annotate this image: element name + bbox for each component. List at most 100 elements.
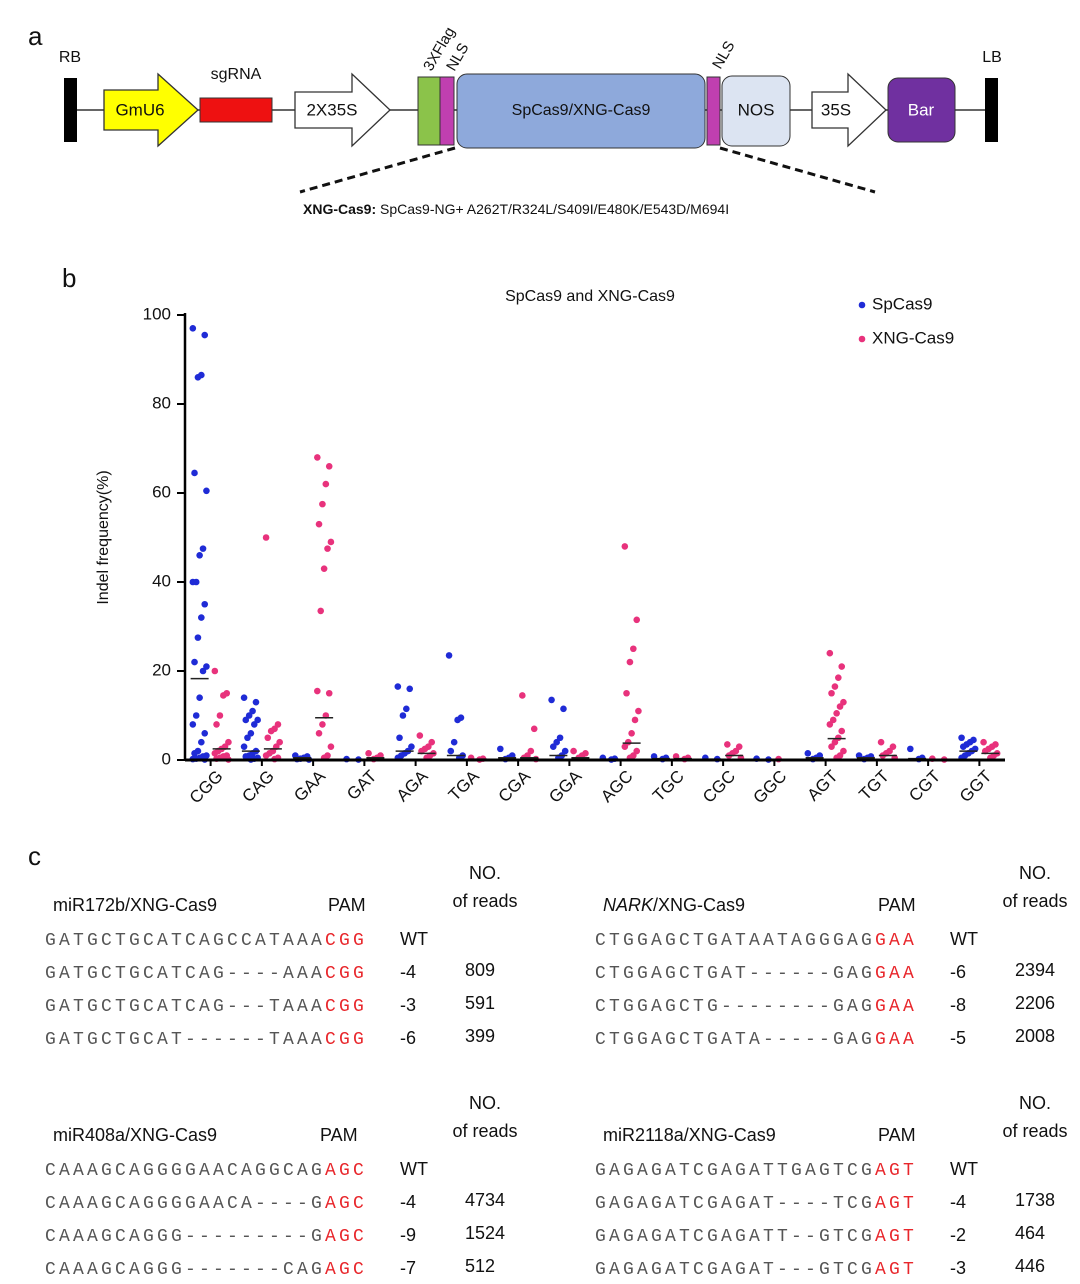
data-point [396,734,403,742]
data-point [201,600,209,608]
sequence: CAAAGCAGGGGAACA----GAGC [45,1194,367,1214]
indel-label: -6 [400,1028,416,1048]
data-point [454,716,461,724]
read-count: 1524 [465,1223,505,1243]
nls-box [439,76,455,146]
pam: AGT [875,1227,917,1247]
indel-label: -4 [950,1192,966,1212]
chart: b SpCas9 and XNG-Cas9 Indel frequency(%) 0 2… [62,263,1005,807]
data-point [556,734,564,742]
sequence-body: GAGAGATCGAGAT----TCG [595,1194,875,1214]
x-tick-label: GAT [343,767,380,804]
sequence-body: CTGGAGCTG--------GAG [595,997,875,1017]
data-point [628,730,635,737]
indel-label: -5 [950,1028,966,1048]
data-point [408,743,415,750]
sequence: GAGAGATCGAGATT--GTCGAGT [595,1227,917,1247]
gmu6-arrow [103,72,199,148]
x-tick-label: AGC [597,767,636,806]
data-point [561,747,569,755]
data-point [840,747,847,755]
y-tick-label: 20 [152,660,171,679]
data-point [319,721,326,728]
indel-label: -4 [400,962,416,982]
data-point [836,703,844,710]
y-tick-label: 60 [152,482,171,501]
x-tick-label: TGT [855,767,892,804]
data-point [194,374,202,381]
data-point [262,534,270,541]
data-point [189,721,197,728]
data-point [548,696,555,704]
data-point [958,734,965,742]
sequence-body: CTGGAGCTGAT------GAG [595,964,875,984]
data-point [203,487,210,495]
data-point [325,689,333,697]
reads-header: NO. [469,1093,501,1113]
read-count: 591 [465,993,495,1013]
pam: GAA [875,1030,917,1050]
zoom-line [299,146,456,194]
indel-label: -3 [950,1258,966,1278]
data-point [240,743,248,750]
pam: AGC [325,1227,367,1247]
data-point [549,743,557,750]
pam: GAA [875,931,917,951]
data-point [394,683,402,690]
pam: AGC [325,1194,367,1214]
promoter-label: 2X35S [306,100,357,119]
gmu6-label: GmU6 [115,100,164,119]
sequence: GATGCTGCATCAGCCATAAACGG [45,931,367,951]
title-text: miR408a/XNG-Cas9 [53,1125,217,1145]
data-point [322,480,330,488]
data-point [198,614,205,621]
data-point [203,663,210,670]
data-point [365,750,372,757]
sequence-tables: c miR172b/XNG-Cas9 PAM NO. of reads GATGCTGCA… [28,841,1068,1280]
data-point [530,725,538,733]
data-point [327,743,335,750]
x-tick-label: GGT [956,767,995,806]
pam: GAA [875,964,917,984]
data-point [192,712,200,719]
rb-border [64,78,77,142]
nos-box [721,75,791,147]
sequence-body: GATGCTGCATCAG----AAA [45,964,325,984]
title-text: /XNG-Cas9 [653,895,745,915]
data-point [838,727,846,735]
x-tick-label: GAA [290,766,329,805]
pam: CGG [325,964,367,984]
data-point [497,745,504,753]
data-point [201,730,209,737]
sequence-body: CAAAGCAGGGGAACA----G [45,1194,325,1214]
data-point [633,616,641,624]
sequence-body: CTGGAGCTGATAATAGGGAG [595,931,875,951]
read-count: 512 [465,1256,495,1276]
sequence-body: GATGCTGCAT------TAAA [45,1030,325,1050]
data-point [829,716,837,724]
data-point [428,738,436,746]
indel-label: -3 [400,995,416,1015]
data-point [315,730,323,737]
data-point [220,692,227,699]
pam-header: PAM [878,895,916,915]
y-tick-label: 40 [152,571,171,590]
sequence: CTGGAGCTGAT------GAGGAA [595,964,917,984]
data-point [828,743,835,750]
reads-header: of reads [1002,891,1067,911]
pam: CGG [325,997,367,1017]
indel-label: -7 [400,1258,416,1278]
data-point [527,747,535,755]
data-point [196,552,203,559]
data-point [831,738,839,746]
data-point [314,687,321,695]
data-point [252,698,260,706]
legend-label: SpCas9 [872,294,932,313]
legend-marker [858,301,866,309]
y-tick-label: 0 [162,749,171,768]
sequence-body: GATGCTGCATCAG---TAAA [45,997,325,1017]
nls-label: NLS [709,38,738,72]
data-point [189,578,197,586]
data-point [242,716,250,724]
pam-header: PAM [878,1125,916,1145]
